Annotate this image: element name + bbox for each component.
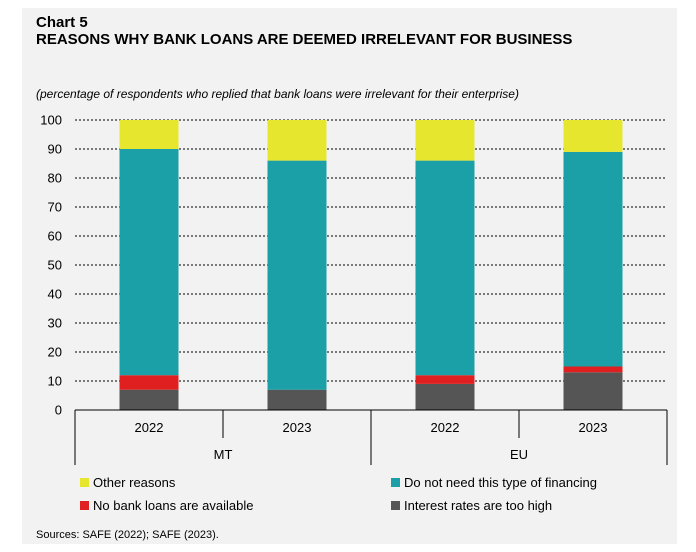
chart-subtitle: (percentage of respondents who replied t… [36,87,519,101]
chart-title: REASONS WHY BANK LOANS ARE DEEMED IRRELE… [36,31,573,48]
bar-segment [267,160,327,390]
bar-segment [119,375,179,390]
y-tick-label: 30 [48,316,62,331]
legend-label-interest-rates: Interest rates are too high [404,498,553,513]
legend-label-other-reasons: Other reasons [93,475,176,490]
legend-no-bank-loans: No bank loans are available [80,498,253,513]
y-tick-label: 20 [48,345,62,360]
legend-swatch-no-need-financing [391,478,400,487]
bar-segment [415,120,475,161]
bar-segment [415,383,475,410]
y-tick-label: 40 [48,287,62,302]
bar-segment [267,389,327,410]
y-tick-label: 0 [55,403,62,418]
bar-segment [415,375,475,384]
y-tick-label: 10 [48,374,62,389]
bar-segment [563,366,623,373]
legend-swatch-no-bank-loans [80,501,89,510]
legend-label-no-need-financing: Do not need this type of financing [404,475,597,490]
y-tick-label: 60 [48,229,62,244]
bar-segment [119,389,179,410]
group-label: MT [214,447,233,462]
bar-segment [563,120,623,152]
bar-segment [563,372,623,410]
legend-other-reasons: Other reasons [80,475,175,490]
y-tick-label: 50 [48,258,62,273]
y-tick-label: 100 [40,113,62,128]
group-label: EU [510,447,528,462]
bar-segment [563,151,623,367]
y-tick-label: 90 [48,142,62,157]
x-tick-label: 2023 [283,420,312,435]
y-tick-label: 80 [48,171,62,186]
x-tick-label: 2022 [135,420,164,435]
bar-segment [119,149,179,376]
legend-no-need-financing: Do not need this type of financing [391,475,597,490]
bar-segment [267,120,327,161]
legend-label-no-bank-loans: No bank loans are available [93,498,254,513]
x-tick-label: 2023 [579,420,608,435]
legend-swatch-other-reasons [80,478,89,487]
bar-segment [415,160,475,376]
bar-segment [119,120,179,149]
source-note: Sources: SAFE (2022); SAFE (2023). [36,529,219,541]
legend-interest-rates: Interest rates are too high [391,498,552,513]
x-tick-label: 2022 [431,420,460,435]
y-tick-label: 70 [48,200,62,215]
legend-swatch-interest-rates [391,501,400,510]
chart-number-label: Chart 5 [36,14,88,31]
